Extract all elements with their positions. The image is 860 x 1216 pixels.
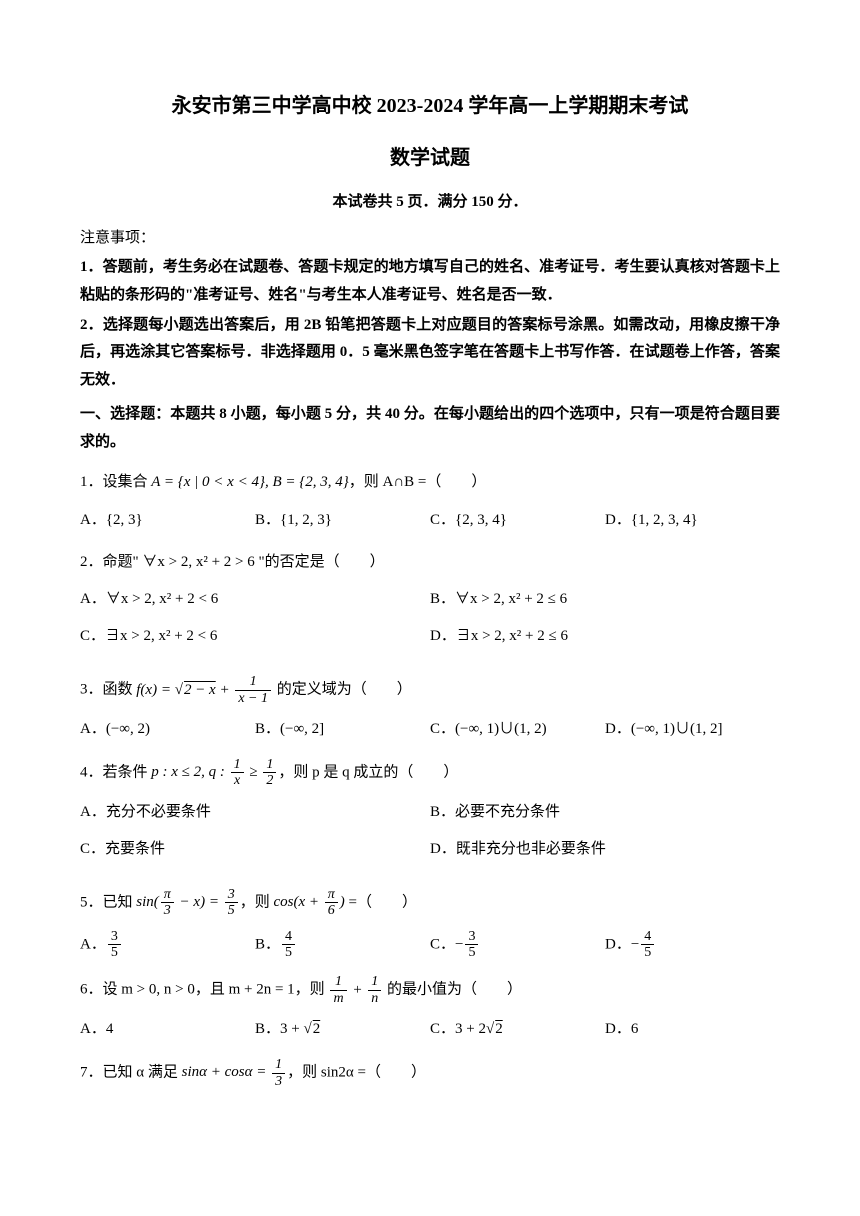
notice-item-2: 2．选择题每小题选出答案后，用 2B 铅笔把答题卡上对应题目的答案标号涂黑。如需…	[80, 312, 780, 395]
q5-opt-c: C．−35	[430, 929, 605, 961]
q5-opt-a: A．35	[80, 929, 255, 961]
q2-opt-c: C．∃x > 2, x² + 2 < 6	[80, 623, 430, 650]
q4-stem-prefix: 4．若条件	[80, 764, 151, 780]
question-3: 3．函数 f(x) = 2 − x + 1x − 1 的定义域为（ ） A．(−…	[80, 674, 780, 743]
q5-options: A．35 B．45 C．−35 D．−45	[80, 929, 780, 961]
q2-opt-d: D．∃x > 2, x² + 2 ≤ 6	[430, 623, 780, 650]
q5-opt-d: D．−45	[605, 929, 780, 961]
q1-opt-c: C．{2, 3, 4}	[430, 507, 605, 534]
q6-stem-suffix: 的最小值为（ ）	[383, 982, 522, 998]
q3-math: f(x) = 2 − x + 1x − 1	[136, 682, 273, 698]
q4-opt-a: A．充分不必要条件	[80, 799, 430, 826]
q4-opt-b: B．必要不充分条件	[430, 799, 780, 826]
q5-stem: 5．已知 sin(π3 − x) = 35，则 cos(x + π6) =（ ）	[80, 887, 780, 919]
q1-stem: 1．设集合 A = {x | 0 < x < 4}, B = {2, 3, 4}…	[80, 468, 780, 497]
q6-opt-c: C．3 + 22	[430, 1016, 605, 1043]
question-1: 1．设集合 A = {x | 0 < x < 4}, B = {2, 3, 4}…	[80, 468, 780, 534]
q3-opt-d: D．(−∞, 1)∪(1, 2]	[605, 716, 780, 743]
question-6: 6．设 m > 0, n > 0，且 m + 2n = 1，则 1m + 1n …	[80, 974, 780, 1043]
q3-options: A．(−∞, 2) B．(−∞, 2] C．(−∞, 1)∪(1, 2) D．(…	[80, 716, 780, 743]
q2-opt-b: B．∀x > 2, x² + 2 ≤ 6	[430, 586, 780, 613]
q5-stem-mid: ，则	[240, 894, 274, 910]
q5-opt-b: B．45	[255, 929, 430, 961]
q4-stem-suffix: ，则 p 是 q 成立的（ ）	[278, 764, 458, 780]
q1-stem-math: A = {x | 0 < x < 4}, B = {2, 3, 4}	[151, 474, 348, 490]
q3-stem-suffix: 的定义域为（ ）	[273, 682, 412, 698]
q3-opt-c: C．(−∞, 1)∪(1, 2)	[430, 716, 605, 743]
q3-opt-a: A．(−∞, 2)	[80, 716, 255, 743]
notice-label: 注意事项：	[80, 226, 780, 250]
q4-stem: 4．若条件 p : x ≤ 2, q : 1x ≥ 12，则 p 是 q 成立的…	[80, 757, 780, 789]
q6-stem-prefix: 6．设 m > 0, n > 0，且 m + 2n = 1，则	[80, 982, 328, 998]
q3-stem-prefix: 3．函数	[80, 682, 136, 698]
notice-item-1: 1．答题前，考生务必在试题卷、答题卡规定的地方填写自己的姓名、准考证号．考生要认…	[80, 254, 780, 310]
question-7: 7．已知 α 满足 sinα + cosα = 13，则 sin2α =（ ）	[80, 1057, 780, 1089]
q4-opt-d: D．既非充分也非必要条件	[430, 836, 780, 863]
q1-opt-d: D．{1, 2, 3, 4}	[605, 507, 780, 534]
q1-stem-prefix: 1．设集合	[80, 474, 151, 490]
question-4: 4．若条件 p : x ≤ 2, q : 1x ≥ 12，则 p 是 q 成立的…	[80, 757, 780, 873]
q6-math: 1m + 1n	[328, 982, 383, 998]
q6-stem: 6．设 m > 0, n > 0，且 m + 2n = 1，则 1m + 1n …	[80, 974, 780, 1006]
q6-opt-b: B．3 + 2	[255, 1016, 430, 1043]
q5-math-2: cos(x + π6)	[273, 894, 344, 910]
q7-stem: 7．已知 α 满足 sinα + cosα = 13，则 sin2α =（ ）	[80, 1057, 780, 1089]
question-5: 5．已知 sin(π3 − x) = 35，则 cos(x + π6) =（ ）…	[80, 887, 780, 961]
q7-math: sinα + cosα = 13	[182, 1064, 288, 1080]
q7-stem-suffix: ，则 sin2α =（ ）	[287, 1064, 426, 1080]
q4-math: p : x ≤ 2, q : 1x ≥ 12	[151, 764, 278, 780]
q4-options: A．充分不必要条件 B．必要不充分条件 C．充要条件 D．既非充分也非必要条件	[80, 799, 780, 873]
q1-opt-a: A．{2, 3}	[80, 507, 255, 534]
q2-stem: 2．命题" ∀x > 2, x² + 2 > 6 "的否定是（ ）	[80, 548, 780, 577]
q7-stem-prefix: 7．已知 α 满足	[80, 1064, 182, 1080]
q6-opt-a: A．4	[80, 1016, 255, 1043]
question-2: 2．命题" ∀x > 2, x² + 2 > 6 "的否定是（ ） A．∀x >…	[80, 548, 780, 661]
q5-math-1: sin(π3 − x) = 35	[136, 894, 239, 910]
q6-opt-d: D．6	[605, 1016, 780, 1043]
q5-stem-prefix: 5．已知	[80, 894, 136, 910]
q1-stem-suffix: ，则 A∩B =（ ）	[349, 474, 487, 490]
title-info: 本试卷共 5 页．满分 150 分．	[80, 190, 780, 214]
q1-opt-b: B．{1, 2, 3}	[255, 507, 430, 534]
section-1-header: 一、选择题：本题共 8 小题，每小题 5 分，共 40 分。在每小题给出的四个选…	[80, 401, 780, 457]
q4-opt-c: C．充要条件	[80, 836, 430, 863]
title-sub: 数学试题	[80, 142, 780, 174]
title-main: 永安市第三中学高中校 2023-2024 学年高一上学期期末考试	[80, 90, 780, 122]
q6-options: A．4 B．3 + 2 C．3 + 22 D．6	[80, 1016, 780, 1043]
q1-options: A．{2, 3} B．{1, 2, 3} C．{2, 3, 4} D．{1, 2…	[80, 507, 780, 534]
q5-stem-suffix: =（ ）	[345, 894, 417, 910]
q2-options: A．∀x > 2, x² + 2 < 6 B．∀x > 2, x² + 2 ≤ …	[80, 586, 780, 660]
q3-stem: 3．函数 f(x) = 2 − x + 1x − 1 的定义域为（ ）	[80, 674, 780, 706]
q3-opt-b: B．(−∞, 2]	[255, 716, 430, 743]
q2-opt-a: A．∀x > 2, x² + 2 < 6	[80, 586, 430, 613]
